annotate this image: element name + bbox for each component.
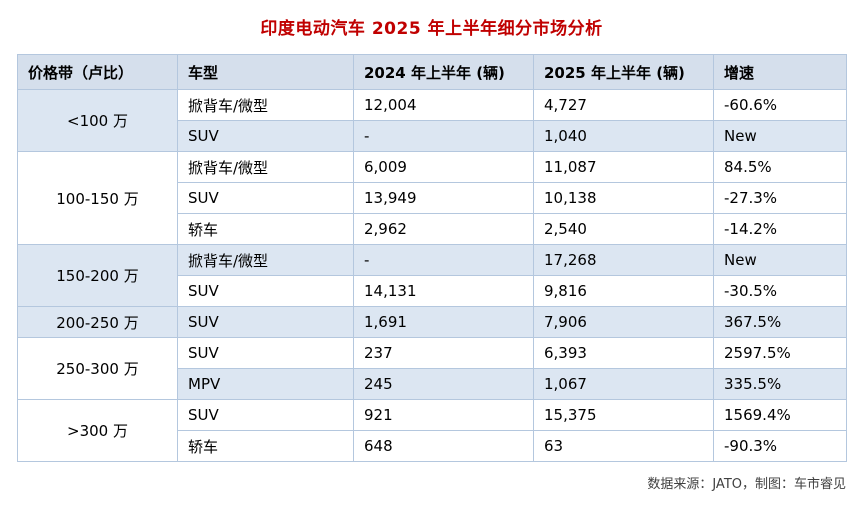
vehicle-type-cell: SUV (177, 337, 354, 369)
units-2025-cell: 63 (533, 430, 714, 462)
units-2024-cell: 2,962 (353, 213, 534, 245)
vehicle-type-cell: SUV (177, 275, 354, 307)
units-2025-cell: 6,393 (533, 337, 714, 369)
vehicle-type-cell: SUV (177, 120, 354, 152)
page-title: 印度电动汽车 2025 年上半年细分市场分析 (260, 19, 603, 39)
col-header-h1-2025: 2025 年上半年 (辆) (533, 54, 714, 90)
units-2024-cell: - (353, 120, 534, 152)
table-row: SUV 13,949 10,138 -27.3% (18, 182, 847, 214)
table-row: 轿车 2,962 2,540 -14.2% (18, 213, 847, 245)
table-row: 150-200 万 掀背车/微型 - 17,268 New (17, 244, 847, 307)
units-2024-cell: 921 (353, 399, 534, 431)
growth-cell: 1569.4% (713, 399, 847, 431)
market-analysis-table: 价格带（卢比） 车型 2024 年上半年 (辆) 2025 年上半年 (辆) 增… (17, 54, 847, 462)
price-band-cell: 200-250 万 (17, 306, 178, 338)
data-source-note: 数据来源：JATO，制图：车市睿见 (647, 477, 846, 492)
growth-cell: -27.3% (713, 182, 847, 214)
price-band-cell: 100-150 万 (17, 151, 178, 245)
vehicle-type-cell: 轿车 (177, 213, 354, 245)
col-header-growth: 增速 (713, 54, 847, 90)
units-2025-cell: 1,067 (533, 368, 714, 400)
units-2024-cell: 12,004 (353, 89, 534, 121)
vehicle-type-cell: 掀背车/微型 (177, 151, 354, 183)
header-row: 价格带（卢比） 车型 2024 年上半年 (辆) 2025 年上半年 (辆) 增… (17, 54, 847, 90)
price-band-cell: <100 万 (17, 89, 178, 152)
units-2024-cell: 13,949 (353, 182, 534, 214)
units-2024-cell: - (353, 244, 534, 276)
col-header-price-band: 价格带（卢比） (17, 54, 178, 90)
growth-cell: 335.5% (713, 368, 847, 400)
growth-cell: -14.2% (713, 213, 847, 245)
vehicle-type-cell: MPV (177, 368, 354, 400)
vehicle-type-cell: 掀背车/微型 (177, 89, 354, 121)
vehicle-type-cell: 轿车 (177, 430, 354, 462)
units-2024-cell: 14,131 (353, 275, 534, 307)
price-band-cell: 250-300 万 (17, 337, 178, 400)
price-band-cell: 150-200 万 (17, 244, 178, 307)
table-row: 200-250 万 SUV 1,691 7,906 367.5% (17, 306, 847, 338)
units-2024-cell: 1,691 (353, 306, 534, 338)
units-2024-cell: 245 (353, 368, 534, 400)
table-row: 轿车 648 63 -90.3% (18, 430, 847, 462)
col-header-vehicle-type: 车型 (177, 54, 354, 90)
units-2025-cell: 2,540 (533, 213, 714, 245)
units-2025-cell: 10,138 (533, 182, 714, 214)
growth-cell: -30.5% (713, 275, 847, 307)
growth-cell: 2597.5% (713, 337, 847, 369)
units-2024-cell: 648 (353, 430, 534, 462)
units-2025-cell: 9,816 (533, 275, 714, 307)
growth-cell: 84.5% (713, 151, 847, 183)
col-header-h1-2024: 2024 年上半年 (辆) (353, 54, 534, 90)
price-band-cell: >300 万 (17, 399, 178, 462)
growth-cell: New (713, 244, 847, 276)
units-2025-cell: 11,087 (533, 151, 714, 183)
units-2025-cell: 1,040 (533, 120, 714, 152)
table-row: 100-150 万 掀背车/微型 6,009 11,087 84.5% (17, 151, 847, 245)
growth-cell: -90.3% (713, 430, 847, 462)
table-row: 250-300 万 SUV 237 6,393 2597.5% (17, 337, 847, 400)
vehicle-type-cell: SUV (177, 306, 354, 338)
units-2024-cell: 237 (353, 337, 534, 369)
units-2025-cell: 15,375 (533, 399, 714, 431)
vehicle-type-cell: SUV (177, 399, 354, 431)
table-row: >300 万 SUV 921 15,375 1569.4% (17, 399, 847, 462)
units-2025-cell: 7,906 (533, 306, 714, 338)
table-row: SUV - 1,040 New (18, 120, 847, 152)
units-2025-cell: 17,268 (533, 244, 714, 276)
growth-cell: New (713, 120, 847, 152)
units-2025-cell: 4,727 (533, 89, 714, 121)
vehicle-type-cell: 掀背车/微型 (177, 244, 354, 276)
growth-cell: -60.6% (713, 89, 847, 121)
table-row: <100 万 掀背车/微型 12,004 4,727 -60.6% (17, 89, 847, 152)
units-2024-cell: 6,009 (353, 151, 534, 183)
vehicle-type-cell: SUV (177, 182, 354, 214)
growth-cell: 367.5% (713, 306, 847, 338)
